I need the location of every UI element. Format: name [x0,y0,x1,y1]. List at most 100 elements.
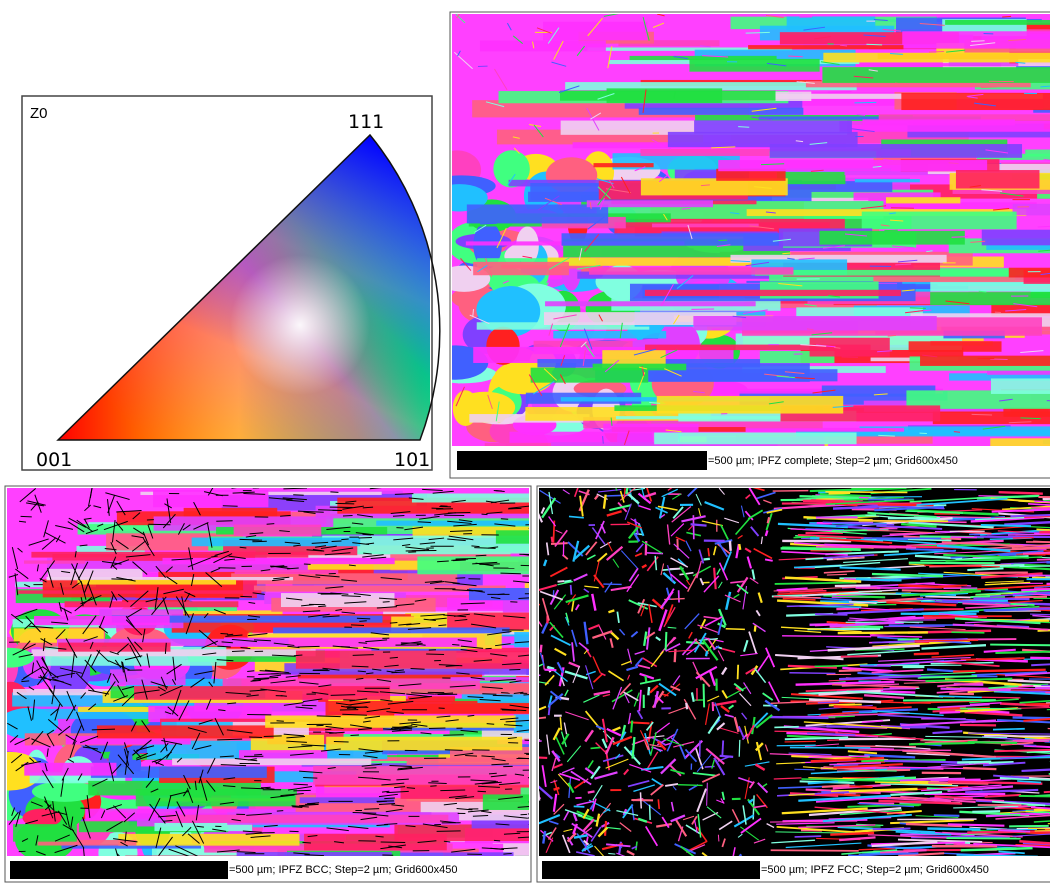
grain-line [445,750,463,751]
grain [855,179,920,182]
grain [862,119,1014,125]
grain-line [686,642,704,643]
grain-line [960,725,996,726]
grain-line [648,687,649,695]
grain-line [503,853,511,854]
grain-line [350,735,358,736]
legend-label: Z0 [30,105,48,122]
grain-line [1013,537,1034,538]
grain-line [703,559,709,560]
grain-line [264,736,282,737]
grain [945,20,1050,25]
grain [748,45,903,49]
grain-line [359,537,372,538]
grain-line [395,494,414,495]
grain-line [789,673,835,674]
grain-line [831,704,862,705]
grain-line [645,676,646,682]
grain-line [277,811,283,812]
grain-line [363,507,373,508]
grain-line [888,430,895,431]
grain-line [390,623,398,624]
grain-line [825,492,907,493]
grain [819,231,964,245]
grain-line [707,783,708,806]
grain-line [829,493,851,494]
grain-line [1038,497,1050,498]
grain [652,224,759,228]
grain-line [1033,507,1050,508]
grain-line [678,785,703,786]
grain [18,590,261,593]
grain [930,292,1050,305]
grain-line [1039,531,1050,532]
grain [34,616,170,625]
grain-line [738,127,749,128]
grain [909,341,1002,351]
grain-line [720,756,734,757]
grain-line [816,547,896,548]
scale-bar [457,451,707,470]
grain-line [92,729,115,730]
grain [694,120,852,133]
grain-line [771,850,859,851]
grain [603,424,698,434]
grain-line [232,651,245,652]
figure: Z0 111 001 101 =500 µm; IPFZ complete; S… [0,0,1050,885]
grain-line [448,512,471,513]
ipf-map [518,470,1050,871]
scale-bar [542,861,760,879]
grain-line [909,743,975,744]
grain-line [778,591,826,592]
grain-line [929,51,944,52]
grain [543,22,647,41]
grain [265,715,515,727]
grain [88,781,261,796]
grain-line [957,762,991,763]
grain-line [1018,608,1050,609]
grain-line [998,830,1030,831]
grain-line [781,548,861,549]
grain-line [954,432,960,433]
grain-line [993,729,1025,730]
map-caption: =500 µm; IPFZ BCC; Step=2 µm; Grid600x45… [229,864,458,876]
grain-line [489,773,497,774]
grain [509,432,678,444]
grain [641,178,788,195]
corner-label: 111 [348,111,384,133]
grain-line [963,768,996,769]
grain [616,416,797,419]
grain-line [551,543,568,544]
grain [657,396,843,414]
grain-line [990,645,1050,646]
grain-line [240,539,260,540]
grain-line [541,645,542,653]
grain-line [739,544,740,550]
grain-line [1015,597,1047,598]
grain-line [914,653,939,654]
grain-line [302,842,310,843]
grain-line [788,56,803,57]
grain-line [298,646,320,647]
grain-line [252,541,266,542]
grain-line [746,32,770,33]
grain-line [794,769,814,770]
grain-line [691,524,707,525]
grain-line [364,809,379,810]
grain-line [681,208,690,209]
grain-line [631,721,632,733]
grain [118,834,299,846]
map-caption: =500 µm; IPFZ FCC; Step=2 µm; Grid600x45… [761,864,989,876]
grain [192,538,361,547]
grain [553,331,666,338]
grain [587,200,713,207]
grain-line [805,529,844,530]
grain [24,763,116,776]
grain-line [351,625,364,626]
grain-line [341,539,348,540]
grain-line [815,666,848,667]
grain [902,31,1050,48]
grain-line [292,807,302,808]
grain-line [293,495,304,496]
grain-line [951,537,977,538]
